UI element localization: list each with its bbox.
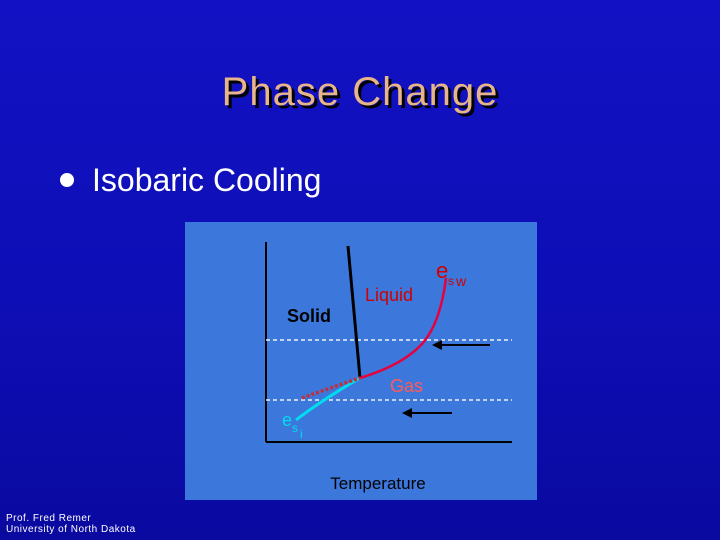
lower-arrow bbox=[402, 408, 452, 418]
bullet-item: Isobaric Cooling bbox=[60, 160, 321, 200]
footer-author: Prof. Fred Remer bbox=[6, 513, 92, 524]
esi-main: e bbox=[282, 410, 292, 430]
upper-arrow bbox=[432, 340, 490, 350]
supercooled-curve bbox=[301, 376, 361, 400]
esw-sub-s: s bbox=[448, 274, 454, 288]
vapor-curve bbox=[359, 277, 448, 380]
melting-curve bbox=[346, 245, 362, 379]
esw-sub-w: w bbox=[455, 273, 467, 289]
gas-label: Gas bbox=[390, 376, 423, 396]
ice-curve bbox=[295, 376, 361, 422]
footer-credit: Prof. Fred Remer University of North Dak… bbox=[6, 513, 136, 535]
esi-sub-s: s bbox=[292, 421, 298, 435]
x-axis-label: Temperature bbox=[330, 474, 425, 493]
esi-sub-i: i bbox=[300, 427, 303, 441]
slide-title: Phase Change bbox=[221, 70, 499, 114]
esi-label: e s i bbox=[282, 410, 303, 441]
esw-main: e bbox=[436, 258, 448, 283]
footer-institution: University of North Dakota bbox=[6, 524, 136, 535]
liquid-label: Liquid bbox=[365, 285, 413, 305]
bullet-dot-icon bbox=[60, 173, 74, 187]
solid-label: Solid bbox=[287, 306, 331, 326]
diagram-panel bbox=[185, 222, 537, 500]
bullet-text: Isobaric Cooling bbox=[92, 161, 322, 198]
esw-label: e s w bbox=[436, 258, 467, 289]
